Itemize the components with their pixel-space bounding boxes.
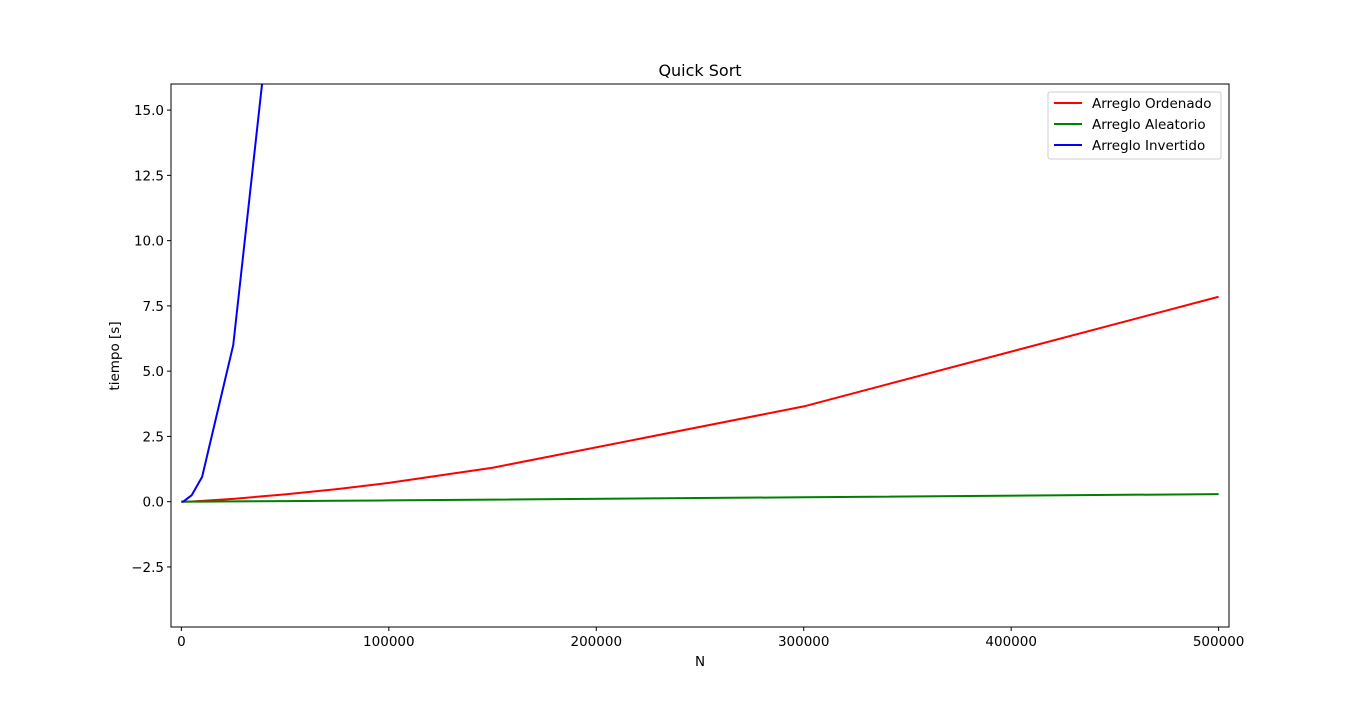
y-axis-label: tiempo [s] — [107, 321, 123, 390]
y-tick-label: 7.5 — [143, 299, 164, 315]
x-tick-label: 200000 — [571, 634, 623, 650]
legend-label-arreglo-ordenado: Arreglo Ordenado — [1092, 96, 1211, 112]
x-tick-label: 0 — [177, 634, 186, 650]
x-tick-label: 400000 — [985, 634, 1037, 650]
chart-title: Quick Sort — [658, 61, 741, 80]
x-tick-label: 300000 — [778, 634, 830, 650]
legend: Arreglo Ordenado Arreglo Aleatorio Arreglo… — [1047, 91, 1222, 160]
y-tick-label: 10.0 — [134, 234, 164, 250]
legend-box — [1047, 91, 1222, 160]
series-line-arreglo-aleatorio — [181, 493, 1219, 503]
y-tick-label: 0.0 — [143, 495, 164, 511]
y-tick-label: 2.5 — [143, 429, 164, 445]
legend-label-arreglo-invertido: Arreglo Invertido — [1092, 138, 1205, 154]
plot-frame — [170, 83, 1230, 628]
x-tick-label: 500000 — [1193, 634, 1245, 650]
plot-area: 0 100000 200000 300000 400000 500000 −2.5 0.0 2.… — [131, 83, 1245, 650]
y-tick-label: 15.0 — [134, 103, 164, 119]
legend-label-arreglo-aleatorio: Arreglo Aleatorio — [1092, 117, 1206, 133]
series-line-arreglo-invertido — [181, 84, 264, 503]
series-line-arreglo-ordenado — [181, 295, 1219, 503]
x-axis-label: N — [695, 654, 705, 670]
x-tick-label: 100000 — [363, 634, 415, 650]
y-tick-label: 5.0 — [143, 364, 164, 380]
y-tick-label: −2.5 — [131, 560, 164, 576]
y-tick-label: 12.5 — [134, 168, 164, 184]
series-group — [181, 84, 1219, 503]
